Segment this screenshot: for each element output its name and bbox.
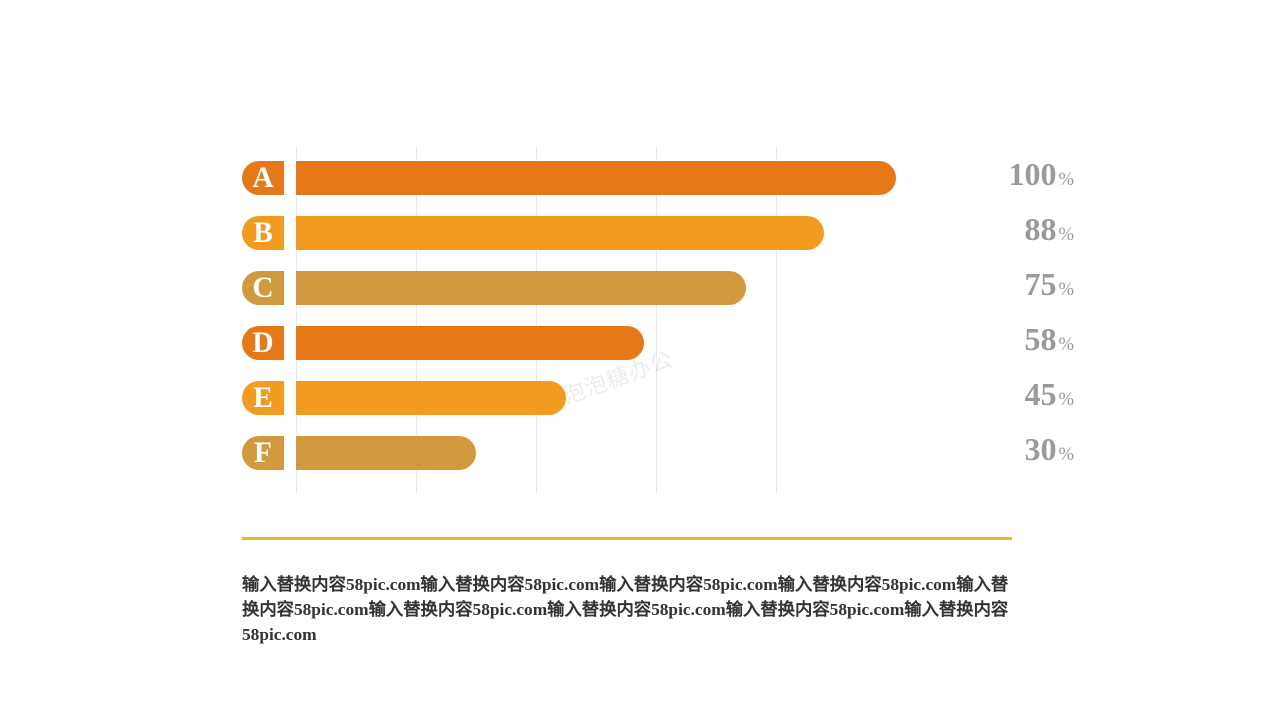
chart-row: F <box>242 436 1042 470</box>
chart-row: A <box>242 161 1042 195</box>
chart-row: E <box>242 381 1042 415</box>
value-label: 100% <box>994 156 1074 190</box>
bar <box>296 271 746 305</box>
bar-track <box>296 326 896 360</box>
row-label-text: B <box>253 217 273 250</box>
chart-rows: ABCDEF <box>242 161 1042 470</box>
row-label-chip: B <box>242 216 284 250</box>
value-label: 45% <box>994 376 1074 410</box>
row-label-chip: E <box>242 381 284 415</box>
bar-track <box>296 271 896 305</box>
value-number: 30 <box>1024 431 1056 468</box>
bar <box>296 326 644 360</box>
row-label-text: D <box>252 327 273 360</box>
bar <box>296 216 824 250</box>
value-label: 88% <box>994 211 1074 245</box>
section-divider <box>242 537 1012 540</box>
row-label-chip: F <box>242 436 284 470</box>
value-label: 58% <box>994 321 1074 355</box>
row-label-text: F <box>254 437 272 470</box>
chart-value-column: 100%88%75%58%45%30% <box>994 156 1074 465</box>
bar-track <box>296 381 896 415</box>
chart-row: B <box>242 216 1042 250</box>
row-label-text: C <box>252 272 273 305</box>
value-percent-sign: % <box>1058 279 1074 301</box>
bar-track <box>296 216 896 250</box>
row-label-text: E <box>253 382 273 415</box>
slide-stage: ABCDEF 100%88%75%58%45%30% 输入替换内容58pic.c… <box>0 0 1280 720</box>
value-number: 100 <box>1008 156 1056 193</box>
caption-text: 输入替换内容58pic.com输入替换内容58pic.com输入替换内容58pi… <box>242 572 1012 647</box>
value-number: 58 <box>1024 321 1056 358</box>
row-label-chip: D <box>242 326 284 360</box>
horizontal-bar-chart: ABCDEF <box>242 147 1042 493</box>
value-label: 75% <box>994 266 1074 300</box>
value-percent-sign: % <box>1058 389 1074 411</box>
value-number: 75 <box>1024 266 1056 303</box>
value-percent-sign: % <box>1058 444 1074 466</box>
value-percent-sign: % <box>1058 224 1074 246</box>
bar <box>296 381 566 415</box>
row-label-chip: C <box>242 271 284 305</box>
chart-row: C <box>242 271 1042 305</box>
bar-track <box>296 161 896 195</box>
bar <box>296 161 896 195</box>
bar-track <box>296 436 896 470</box>
value-number: 45 <box>1024 376 1056 413</box>
row-label-text: A <box>252 162 273 195</box>
value-percent-sign: % <box>1058 169 1074 191</box>
value-percent-sign: % <box>1058 334 1074 356</box>
value-label: 30% <box>994 431 1074 465</box>
value-number: 88 <box>1024 211 1056 248</box>
bar <box>296 436 476 470</box>
chart-row: D <box>242 326 1042 360</box>
row-label-chip: A <box>242 161 284 195</box>
